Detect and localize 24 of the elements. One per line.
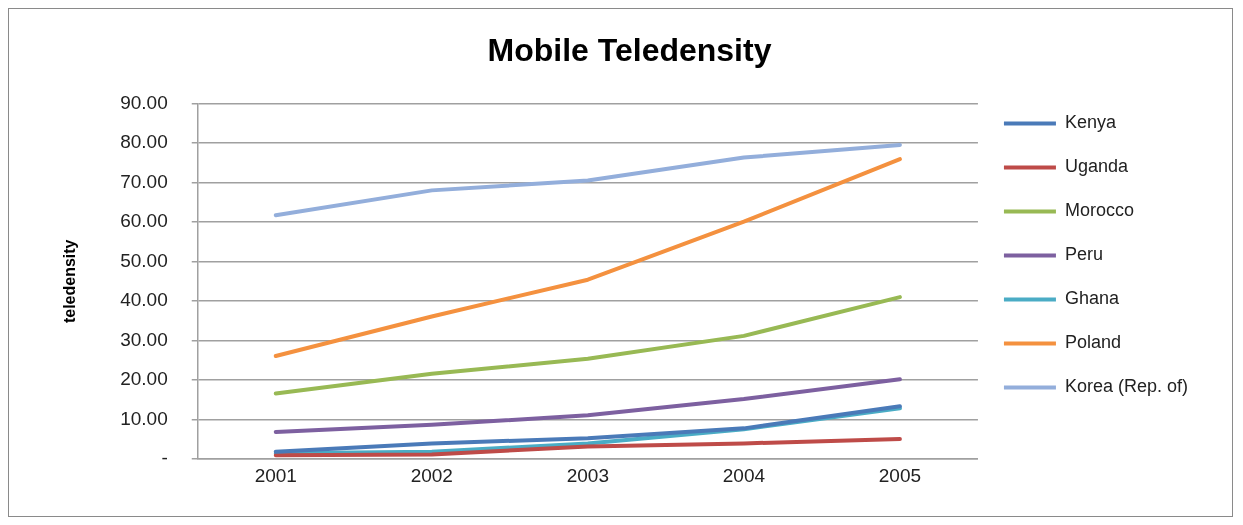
legend-label: Korea (Rep. of) (1064, 376, 1189, 397)
x-tick-label: 2005 (878, 464, 922, 486)
y-tick-label: 30.00 (120, 328, 168, 350)
y-tick-label: 40.00 (120, 289, 168, 311)
legend-label: Poland (1064, 332, 1122, 353)
x-tick-label: 2002 (410, 464, 453, 486)
y-tick-label: 70.00 (120, 170, 168, 192)
y-tick-label: 80.00 (120, 131, 168, 153)
x-tick-label: 2003 (566, 464, 609, 486)
x-tick-label: 2004 (722, 464, 766, 486)
y-axis-title: teledensity (61, 239, 79, 324)
legend-label: Kenya (1064, 112, 1117, 133)
y-tick-label: 20.00 (120, 368, 168, 390)
legend-label: Uganda (1064, 156, 1129, 177)
y-tick-label: 90.00 (120, 91, 168, 113)
y-tick-label: 60.00 (120, 210, 168, 232)
y-tick-label: - (161, 447, 168, 469)
y-tick-label: 10.00 (120, 407, 168, 429)
chart-title: Mobile Teledensity (487, 32, 772, 69)
legend-label: Morocco (1064, 200, 1134, 221)
legend-label: Ghana (1064, 288, 1120, 309)
y-tick-label: 50.00 (120, 249, 168, 271)
x-tick-label: 2001 (254, 464, 297, 486)
legend-label: Peru (1064, 244, 1103, 265)
